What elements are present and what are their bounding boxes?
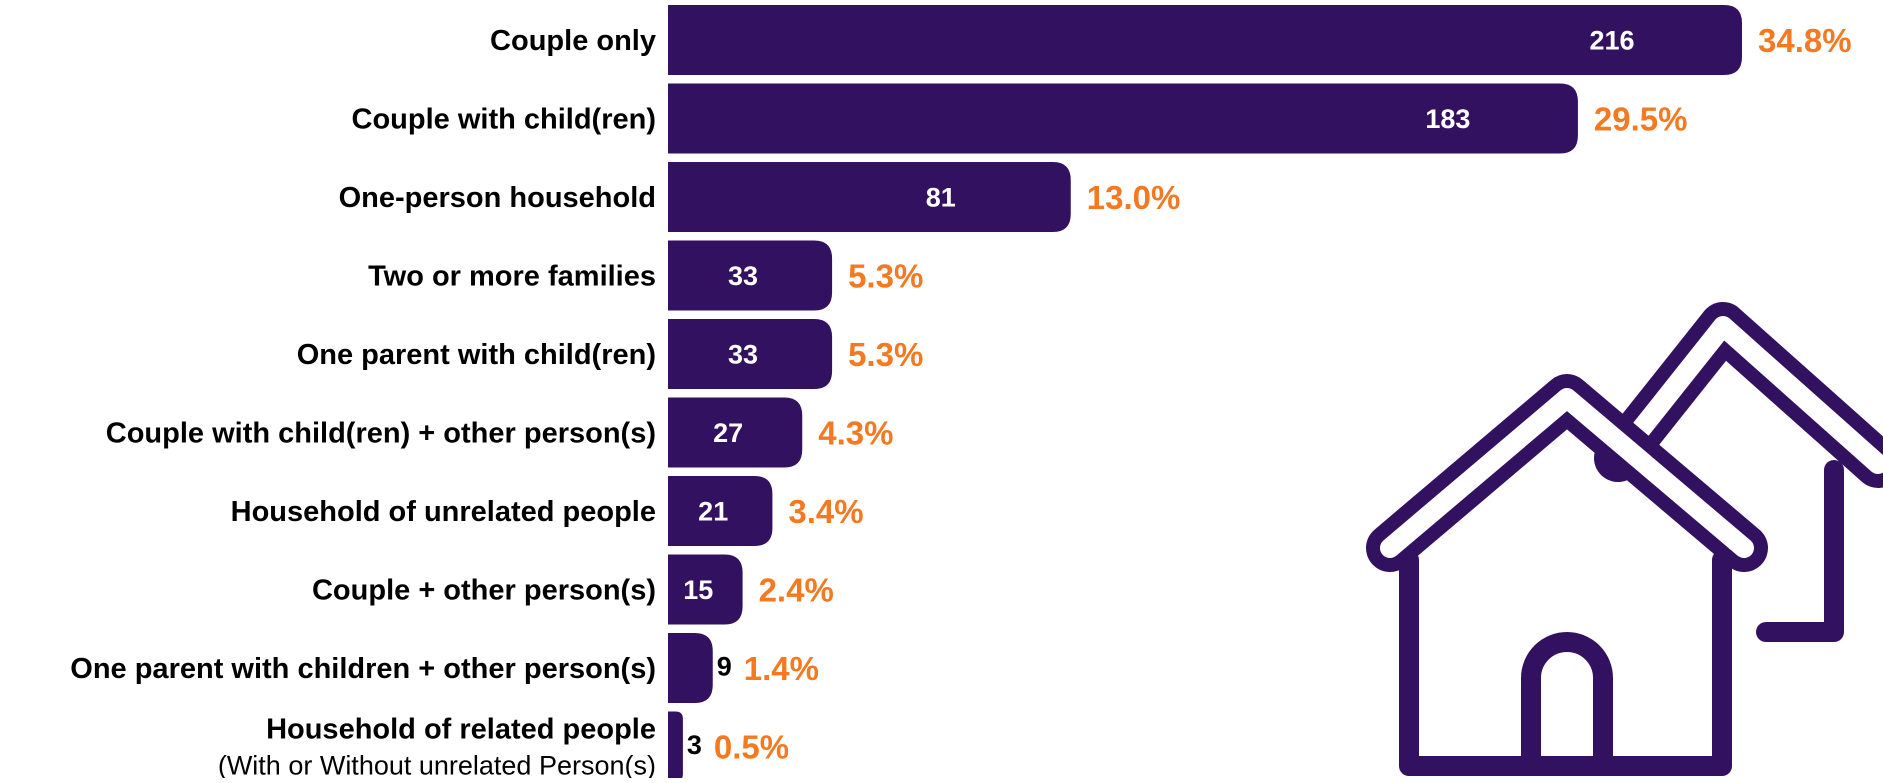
percent-label: 29.5% — [1594, 101, 1688, 138]
value-label: 33 — [728, 261, 758, 291]
back-house-highlight — [1608, 316, 1883, 474]
value-label: 3 — [687, 730, 702, 760]
bar — [668, 397, 803, 468]
percent-label: 34.8% — [1758, 22, 1852, 59]
category-label: Couple with child(ren) + other person(s) — [106, 418, 656, 450]
value-label: 183 — [1425, 104, 1470, 134]
bar — [668, 554, 743, 625]
value-label: 33 — [728, 339, 758, 369]
front-house-roof-highlight — [1380, 388, 1754, 558]
back-house-wall — [1756, 460, 1844, 642]
category-label: Household of unrelated people — [231, 496, 656, 528]
value-label: 216 — [1589, 25, 1634, 55]
category-label: One parent with child(ren) — [297, 339, 656, 371]
percent-label: 2.4% — [759, 572, 834, 609]
percent-label: 4.3% — [818, 415, 893, 452]
bars-layer: Couple only 216 34.8% Couple with child(ren… — [70, 5, 1852, 782]
value-label: 27 — [713, 418, 743, 448]
bar — [668, 319, 833, 389]
value-label: 15 — [683, 575, 713, 605]
percent-label: 5.3% — [848, 258, 923, 295]
category-label: Couple only — [490, 25, 656, 57]
bar — [668, 83, 1578, 154]
bar — [668, 5, 1742, 75]
category-label: One parent with children + other person(… — [70, 653, 656, 685]
percent-label: 3.4% — [788, 493, 863, 530]
bar — [668, 711, 683, 782]
houses-icon — [1366, 302, 1883, 776]
category-label: One-person household — [339, 182, 656, 214]
category-label: Couple + other person(s) — [312, 575, 656, 607]
value-label: 9 — [717, 652, 732, 682]
percent-label: 0.5% — [714, 729, 789, 766]
front-house-door — [1521, 632, 1613, 776]
front-house-roof — [1366, 374, 1768, 572]
bar — [668, 476, 773, 546]
bar — [668, 240, 833, 311]
category-label: Couple with child(ren) — [352, 104, 657, 136]
percent-label: 5.3% — [848, 336, 923, 373]
bar — [668, 162, 1071, 232]
bar — [668, 633, 713, 703]
category-label: Two or more families — [368, 261, 656, 293]
value-label: 81 — [926, 182, 956, 212]
category-sublabel: (With or Without unrelated Person(s) — [218, 751, 656, 779]
percent-label: 1.4% — [744, 650, 819, 687]
front-house-body — [1399, 550, 1732, 776]
value-label: 21 — [698, 496, 728, 526]
percent-label: 13.0% — [1087, 179, 1181, 216]
category-label: Household of related people — [266, 714, 656, 746]
